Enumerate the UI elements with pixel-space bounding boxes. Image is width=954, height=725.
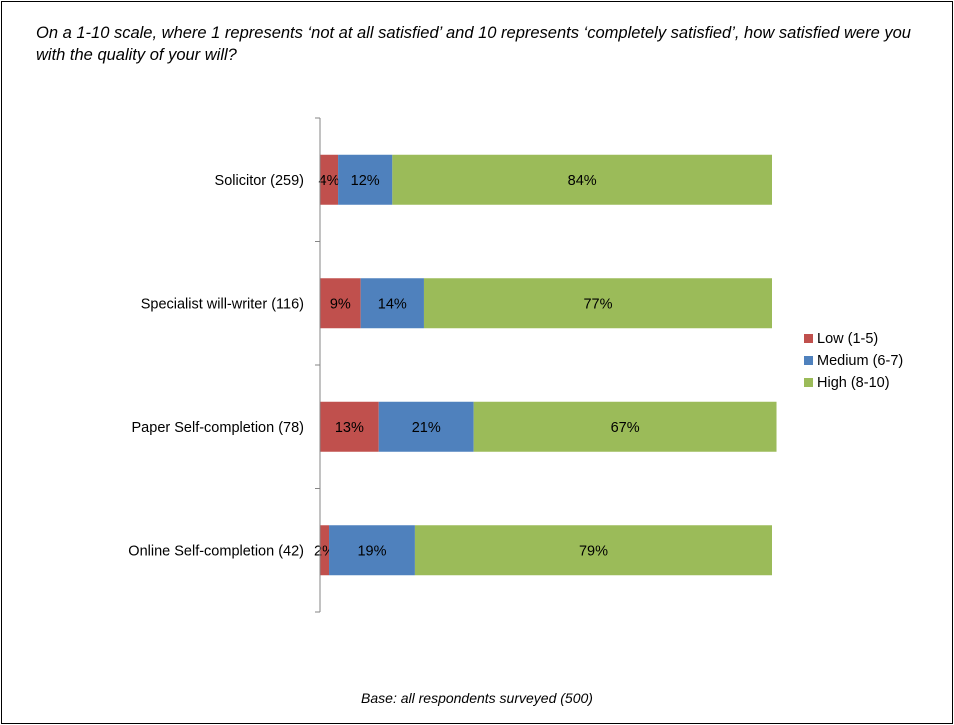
bar-segment-1-row-3: [320, 401, 379, 452]
chart-title: On a 1-10 scale, where 1 represents ‘not…: [36, 24, 911, 64]
base-footnote: Base: all respondents surveyed (500): [361, 690, 593, 706]
category-label-4: Online Self-completion (42): [128, 543, 304, 559]
data-label-2-row-3: 21%: [412, 420, 441, 436]
data-label-2-row-1: 12%: [351, 173, 380, 189]
category-label-2: Specialist will-writer (116): [141, 296, 304, 312]
bar-segment-2-row-4: [329, 525, 415, 576]
legend-swatch-2: [804, 356, 813, 365]
category-label-3: Paper Self-completion (78): [132, 420, 304, 436]
bar-segment-1-row-1: [320, 154, 339, 205]
bar-segment-3-row-2: [423, 278, 772, 329]
bar-segment-3-row-1: [392, 154, 772, 205]
legend-label-2: Medium (6-7): [817, 353, 903, 369]
legend-swatch-1: [804, 334, 813, 343]
data-label-3-row-1: 84%: [568, 173, 597, 189]
legend-label-3: High (8-10): [817, 375, 890, 391]
bar-segment-1-row-2: [320, 278, 361, 329]
data-label-1-row-1: 4%: [319, 173, 340, 189]
data-label-1-row-2: 9%: [330, 296, 351, 312]
data-label-3-row-3: 67%: [611, 420, 640, 436]
legend-label-1: Low (1-5): [817, 331, 878, 347]
bar-segment-2-row-1: [338, 154, 393, 205]
bar-segment-2-row-2: [360, 278, 424, 329]
legend-swatch-3: [804, 378, 813, 387]
data-label-3-row-2: 77%: [583, 296, 612, 312]
data-label-1-row-3: 13%: [335, 420, 364, 436]
bar-segment-3-row-4: [414, 525, 772, 576]
bar-segment-3-row-3: [473, 401, 777, 452]
data-label-2-row-4: 19%: [357, 543, 386, 559]
bar-segment-2-row-3: [378, 401, 474, 452]
category-label-1: Solicitor (259): [215, 173, 304, 189]
data-label-2-row-2: 14%: [378, 296, 407, 312]
data-label-3-row-4: 79%: [579, 543, 608, 559]
bar-segment-1-row-4: [320, 525, 330, 576]
